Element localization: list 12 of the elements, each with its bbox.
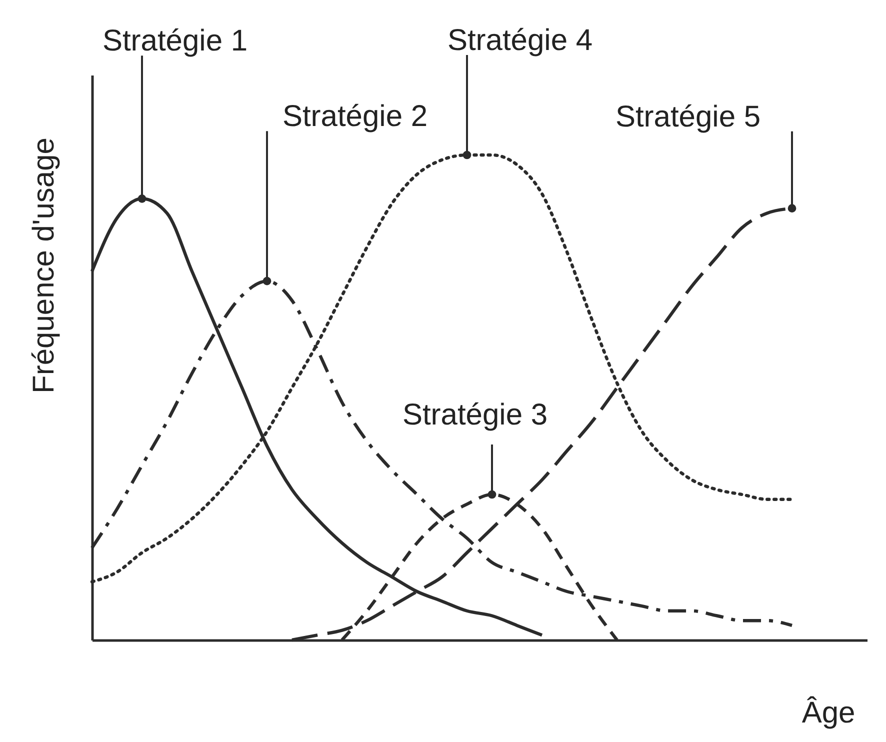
x-axis-title: Âge	[802, 696, 856, 730]
point	[488, 490, 496, 499]
point	[262, 276, 272, 286]
text: Stratégie 5	[615, 100, 761, 134]
text: Stratégie 4	[447, 24, 593, 57]
text: Stratégie 1	[102, 24, 248, 58]
text: Stratégie 2	[282, 100, 428, 134]
point	[788, 204, 796, 213]
y-axis-title: Fréquence d'usage	[28, 138, 60, 394]
point	[138, 194, 146, 203]
text: Stratégie 3	[402, 398, 548, 432]
point	[462, 150, 472, 160]
